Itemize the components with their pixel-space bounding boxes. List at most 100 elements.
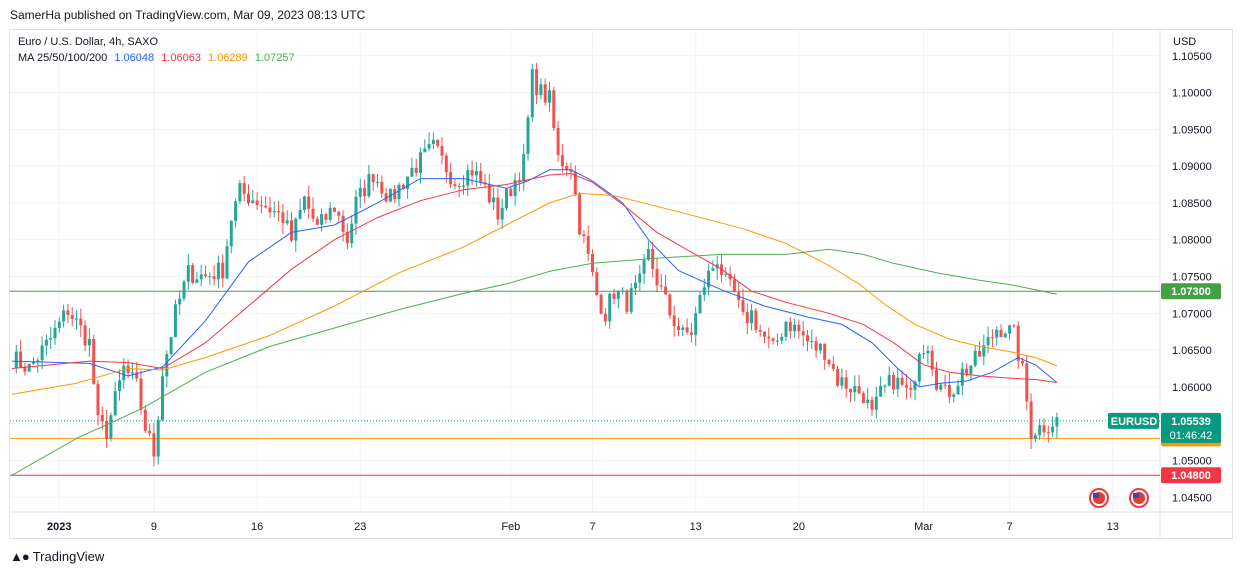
candle-body[interactable] xyxy=(285,220,289,224)
candle-body[interactable] xyxy=(178,298,182,305)
candle-body[interactable] xyxy=(414,167,418,173)
candle-body[interactable] xyxy=(234,201,238,221)
candle-body[interactable] xyxy=(685,327,689,333)
candle-body[interactable] xyxy=(100,414,104,422)
candle-body[interactable] xyxy=(358,187,362,197)
candle-body[interactable] xyxy=(754,310,758,331)
candle-body[interactable] xyxy=(659,285,663,287)
candle-body[interactable] xyxy=(152,433,156,457)
candle-body[interactable] xyxy=(535,69,539,96)
candle-body[interactable] xyxy=(771,338,775,341)
candle-body[interactable] xyxy=(431,139,435,145)
candle-body[interactable] xyxy=(784,321,788,337)
candle-body[interactable] xyxy=(646,248,650,260)
candle-body[interactable] xyxy=(793,324,797,332)
candle-body[interactable] xyxy=(698,294,702,314)
candle-body[interactable] xyxy=(23,367,27,372)
candle-body[interactable] xyxy=(578,194,582,235)
candle-body[interactable] xyxy=(603,313,607,322)
candle-body[interactable] xyxy=(560,155,564,167)
candle-body[interactable] xyxy=(651,248,655,269)
candle-body[interactable] xyxy=(118,380,121,392)
candle-body[interactable] xyxy=(887,374,891,386)
candle-body[interactable] xyxy=(436,139,440,146)
candle-body[interactable] xyxy=(879,385,883,397)
candle-body[interactable] xyxy=(543,84,547,103)
ma-legend[interactable]: MA 25/50/100/200 1.06048 1.06063 1.06289… xyxy=(18,52,299,64)
candle-body[interactable] xyxy=(251,200,255,204)
candle-body[interactable] xyxy=(216,262,220,280)
candle-body[interactable] xyxy=(638,273,642,283)
candle-body[interactable] xyxy=(75,318,78,320)
candle-body[interactable] xyxy=(982,345,986,357)
candle-body[interactable] xyxy=(1029,401,1033,439)
candle-body[interactable] xyxy=(612,293,616,299)
candle-body[interactable] xyxy=(530,69,534,118)
candle-body[interactable] xyxy=(831,364,835,369)
candle-body[interactable] xyxy=(470,170,474,176)
candle-body[interactable] xyxy=(556,127,560,156)
candle-body[interactable] xyxy=(741,300,745,313)
candle-body[interactable] xyxy=(272,211,276,213)
candle-body[interactable] xyxy=(320,214,324,225)
candle-body[interactable] xyxy=(341,215,345,232)
candle-body[interactable] xyxy=(182,281,186,299)
candle-body[interactable] xyxy=(333,207,336,212)
candle-body[interactable] xyxy=(775,340,779,342)
candle-body[interactable] xyxy=(87,338,91,346)
candle-body[interactable] xyxy=(122,365,126,381)
candle-body[interactable] xyxy=(978,350,981,357)
candle-body[interactable] xyxy=(195,279,199,283)
candle-body[interactable] xyxy=(186,265,190,282)
candle-body[interactable] xyxy=(113,391,117,416)
candle-body[interactable] xyxy=(135,372,139,379)
candle-body[interactable] xyxy=(259,205,263,207)
candle-body[interactable] xyxy=(844,377,848,389)
candle-body[interactable] xyxy=(165,354,169,377)
candle-body[interactable] xyxy=(999,329,1003,338)
candle-body[interactable] xyxy=(268,207,272,213)
ma-line-MA50[interactable] xyxy=(11,172,1057,383)
candle-body[interactable] xyxy=(225,246,229,279)
candle-body[interactable] xyxy=(1008,325,1012,334)
candle-body[interactable] xyxy=(247,193,250,204)
candle-body[interactable] xyxy=(526,117,530,154)
candle-body[interactable] xyxy=(19,351,23,368)
candle-body[interactable] xyxy=(883,385,887,387)
candle-body[interactable] xyxy=(702,287,706,295)
candle-body[interactable] xyxy=(328,207,332,220)
candle-body[interactable] xyxy=(616,291,620,299)
candle-body[interactable] xyxy=(290,220,293,241)
candle-body[interactable] xyxy=(909,387,913,390)
candle-body[interactable] xyxy=(1016,325,1020,361)
candle-body[interactable] xyxy=(922,353,926,355)
candle-body[interactable] xyxy=(926,350,930,354)
candle-body[interactable] xyxy=(763,331,766,337)
candle-body[interactable] xyxy=(677,326,680,330)
candle-body[interactable] xyxy=(952,394,956,397)
candle-body[interactable] xyxy=(539,84,543,96)
candle-body[interactable] xyxy=(229,220,233,247)
candle-body[interactable] xyxy=(466,170,470,186)
candle-body[interactable] xyxy=(66,310,70,315)
candle-body[interactable] xyxy=(939,384,943,390)
candle-body[interactable] xyxy=(350,223,354,244)
candle-body[interactable] xyxy=(913,381,917,390)
candle-body[interactable] xyxy=(143,409,147,431)
candle-body[interactable] xyxy=(453,184,457,187)
candle-body[interactable] xyxy=(625,290,629,312)
candle-body[interactable] xyxy=(565,166,569,170)
candle-body[interactable] xyxy=(32,361,35,364)
candle-body[interactable] xyxy=(797,324,801,332)
candle-body[interactable] xyxy=(1025,363,1029,402)
candle-body[interactable] xyxy=(582,234,586,237)
ma-line-MA25[interactable] xyxy=(11,169,1058,388)
candle-body[interactable] xyxy=(801,331,805,336)
candle-body[interactable] xyxy=(79,318,83,326)
ma-line-MA100[interactable] xyxy=(11,192,1058,395)
candle-body[interactable] xyxy=(1033,435,1037,439)
candle-body[interactable] xyxy=(969,365,973,374)
candle-body[interactable] xyxy=(767,336,771,339)
candle-body[interactable] xyxy=(169,337,173,355)
